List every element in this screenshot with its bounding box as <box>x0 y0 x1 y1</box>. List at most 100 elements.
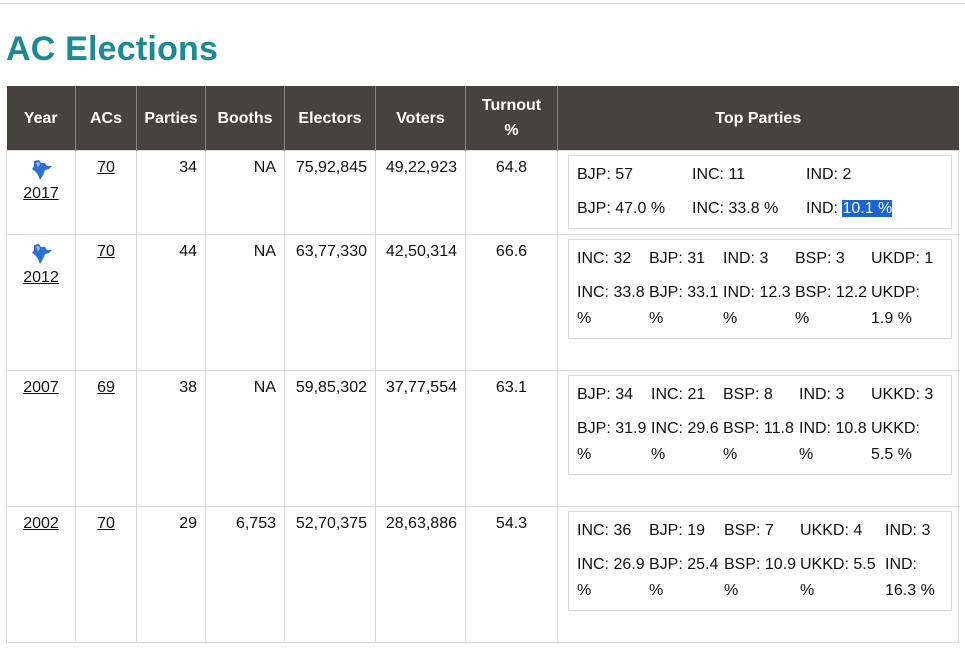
header-turnout: Turnout % <box>465 86 558 151</box>
header-row: Year ACs Parties Booths Electors Voters … <box>6 86 959 151</box>
party-seats: INC: 36 <box>577 522 632 539</box>
acs-cell: 70 <box>75 150 137 235</box>
year-cell: 2007 <box>6 370 76 507</box>
india-map-icon[interactable] <box>28 243 54 265</box>
party-share: BSP: 12.2 % <box>795 284 868 327</box>
voters-cell: 49,22,923 <box>375 150 466 235</box>
party-seats: IND: 3 <box>799 386 845 403</box>
party-seats: INC: 11 <box>692 166 746 183</box>
party-share: BJP: 31.9 % <box>577 420 647 463</box>
turnout-cell: 63.1 <box>465 370 558 507</box>
elections-table: Year ACs Parties Booths Electors Voters … <box>6 86 959 643</box>
top-parties-box: INC: 36 BJP: 19 BSP: 7 UKKD: 4 IND: 3 IN… <box>568 511 952 611</box>
header-parties: Parties <box>136 86 206 151</box>
party-share: INC: 29.6 % <box>651 420 719 463</box>
acs-link-2007[interactable]: 69 <box>97 379 115 396</box>
top-parties-cell: BJP: 34 INC: 21 BSP: 8 IND: 3 UKKD: 3 BJ… <box>557 370 959 507</box>
party-share: IND: 10.1 % <box>806 196 893 222</box>
top-parties-cell: INC: 36 BJP: 19 BSP: 7 UKKD: 4 IND: 3 IN… <box>557 506 959 643</box>
top-parties-cell: INC: 32 BJP: 31 IND: 3 BSP: 3 UKDP: 1 IN… <box>557 234 959 371</box>
party-seats: BJP: 31 <box>649 250 706 267</box>
parties-cell: 34 <box>136 150 206 235</box>
electors-cell: 75,92,845 <box>284 150 376 235</box>
seats-row: INC: 32 BJP: 31 IND: 3 BSP: 3 UKDP: 1 <box>577 246 943 272</box>
acs-link-2012[interactable]: 70 <box>97 243 115 260</box>
shares-row: BJP: 47.0 % INC: 33.8 % IND: 10.1 % <box>577 196 943 222</box>
party-share: BSP: 10.9 % <box>724 556 797 599</box>
year-link-2007[interactable]: 2007 <box>23 379 59 396</box>
acs-link-2017[interactable]: 70 <box>97 159 115 176</box>
party-seats: INC: 21 <box>651 386 706 403</box>
electors-cell: 63,77,330 <box>284 234 376 371</box>
shares-row: INC: 26.9 % BJP: 25.4 % BSP: 10.9 % UKKD… <box>577 552 943 604</box>
party-seats: UKKD: 3 <box>871 386 934 403</box>
header-electors: Electors <box>284 86 376 151</box>
header-top-parties: Top Parties <box>557 86 959 151</box>
parties-cell: 29 <box>136 506 206 643</box>
year-cell: 2017 <box>6 150 76 235</box>
party-seats: BSP: 7 <box>724 522 774 539</box>
seats-row: BJP: 34 INC: 21 BSP: 8 IND: 3 UKKD: 3 <box>577 382 943 408</box>
electors-cell: 52,70,375 <box>284 506 376 643</box>
party-share: BSP: 11.8 % <box>723 420 794 463</box>
booths-cell: NA <box>205 234 285 371</box>
acs-cell: 70 <box>75 506 137 643</box>
year-cell: 2002 <box>6 506 76 643</box>
party-share-label: IND: <box>806 200 843 217</box>
table-row: 2017 70 34 NA 75,92,845 49,22,923 64.8 B… <box>6 150 959 235</box>
header-acs: ACs <box>75 86 137 151</box>
party-seats: BSP: 8 <box>723 386 773 403</box>
header-booths: Booths <box>205 86 285 151</box>
shares-row: INC: 33.8 % BJP: 33.1 % IND: 12.3 % BSP:… <box>577 280 943 332</box>
top-parties-cell: BJP: 57 INC: 11 IND: 2 BJP: 47.0 % INC: … <box>557 150 959 235</box>
year-cell: 2012 <box>6 234 76 371</box>
booths-cell: NA <box>205 150 285 235</box>
year-link-2002[interactable]: 2002 <box>23 515 59 532</box>
voters-cell: 37,77,554 <box>375 370 466 507</box>
top-parties-box: BJP: 34 INC: 21 BSP: 8 IND: 3 UKKD: 3 BJ… <box>568 375 952 475</box>
table-row: 2012 70 44 NA 63,77,330 42,50,314 66.6 I… <box>6 234 959 371</box>
party-seats: INC: 32 <box>577 250 632 267</box>
voters-cell: 28,63,886 <box>375 506 466 643</box>
party-share: BJP: 33.1 % <box>649 284 719 327</box>
acs-cell: 69 <box>75 370 137 507</box>
top-parties-box: INC: 32 BJP: 31 IND: 3 BSP: 3 UKDP: 1 IN… <box>568 239 952 339</box>
party-seats: BJP: 57 <box>577 166 634 183</box>
party-seats: UKKD: 4 <box>800 522 863 539</box>
party-share: IND: 12.3 % <box>723 284 791 327</box>
seats-row: BJP: 57 INC: 11 IND: 2 <box>577 162 943 188</box>
header-voters: Voters <box>375 86 466 151</box>
electors-cell: 59,85,302 <box>284 370 376 507</box>
turnout-cell: 66.6 <box>465 234 558 371</box>
page-title: AC Elections <box>6 30 219 68</box>
party-share: INC: 26.9 % <box>577 556 645 599</box>
turnout-cell: 64.8 <box>465 150 558 235</box>
top-parties-box: BJP: 57 INC: 11 IND: 2 BJP: 47.0 % INC: … <box>568 155 952 229</box>
party-share: UKKD: 5.5 % <box>871 420 920 463</box>
party-seats: BJP: 19 <box>649 522 706 539</box>
voters-cell: 42,50,314 <box>375 234 466 371</box>
party-share: BJP: 25.4 % <box>649 556 719 599</box>
shares-row: BJP: 31.9 % INC: 29.6 % BSP: 11.8 % IND:… <box>577 416 943 468</box>
party-share: INC: 33.8 % <box>692 200 779 217</box>
table-row: 2002 70 29 6,753 52,70,375 28,63,886 54.… <box>6 506 959 643</box>
party-share: UKKD: 5.5 % <box>800 556 876 599</box>
year-link-2012[interactable]: 2012 <box>23 269 59 286</box>
party-seats: IND: 3 <box>885 522 931 539</box>
acs-link-2002[interactable]: 70 <box>97 515 115 532</box>
acs-cell: 70 <box>75 234 137 371</box>
seats-row: INC: 36 BJP: 19 BSP: 7 UKKD: 4 IND: 3 <box>577 518 943 544</box>
selected-text[interactable]: 10.1 % <box>842 200 893 217</box>
year-link-2017[interactable]: 2017 <box>23 185 59 202</box>
party-seats: BSP: 3 <box>795 250 845 267</box>
party-share: IND: 10.8 % <box>799 420 867 463</box>
party-seats: IND: 2 <box>806 166 852 183</box>
parties-cell: 38 <box>136 370 206 507</box>
header-turnout-label: Turnout % <box>481 97 542 139</box>
party-seats: UKDP: 1 <box>871 250 934 267</box>
party-share: UKDP: 1.9 % <box>871 284 920 327</box>
booths-cell: NA <box>205 370 285 507</box>
india-map-icon[interactable] <box>28 159 54 181</box>
party-seats: BJP: 34 <box>577 386 634 403</box>
header-year: Year <box>6 86 76 151</box>
